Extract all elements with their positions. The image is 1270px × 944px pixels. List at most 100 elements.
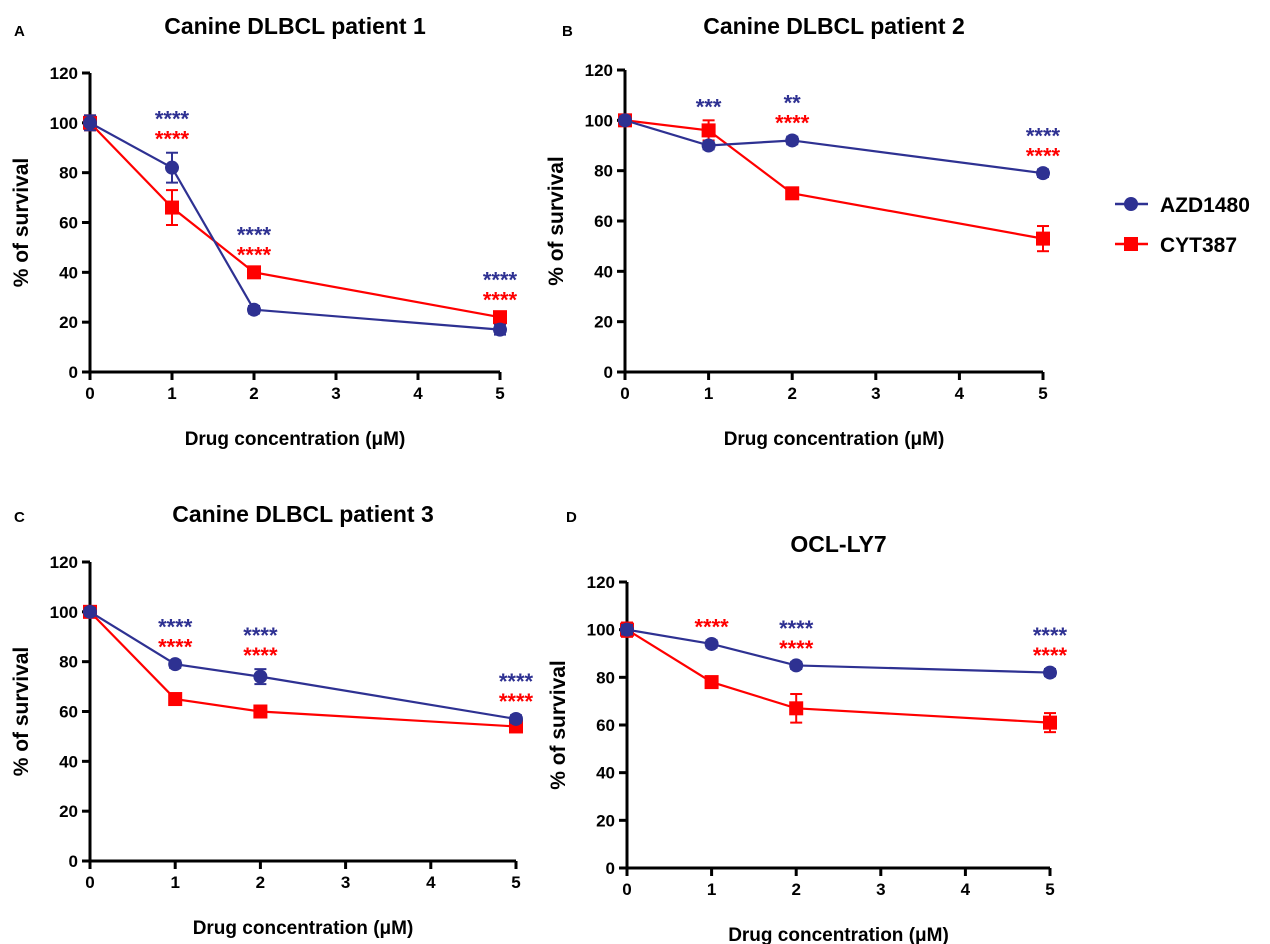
panel-c: C Canine DLBCL patient 3 0 20 40 60 80 100 120 0 1…	[10, 501, 534, 939]
x-tick-label: 5	[1045, 880, 1054, 899]
x-axis-label: Drug concentration (μM)	[193, 918, 414, 939]
x-tick-label: 4	[955, 384, 965, 403]
data-point	[253, 704, 268, 719]
significance-label: ****	[1026, 143, 1061, 168]
x-tick-label: 5	[495, 384, 504, 403]
panel-letter: A	[14, 23, 25, 40]
x-tick-label: 0	[620, 384, 629, 403]
y-tick-label: 40	[596, 764, 615, 783]
data-point	[165, 200, 179, 215]
y-tick-label: 100	[587, 621, 615, 640]
data-point	[620, 622, 634, 637]
chart-title: Canine DLBCL patient 3	[172, 501, 434, 527]
data-point	[165, 160, 179, 175]
y-tick-label: 80	[59, 164, 78, 183]
series-line	[626, 628, 1051, 724]
legend: AZD1480 CYT387	[1115, 194, 1250, 257]
significance-label: ****	[158, 634, 193, 659]
panel-a: A Canine DLBCL patient 1 0 20 40 60 80 100 120 0 1…	[10, 13, 518, 450]
data-point	[785, 133, 800, 148]
y-tick-label: 40	[594, 262, 613, 281]
significance-label: ****	[779, 636, 814, 661]
x-tick-label: 5	[511, 873, 520, 892]
y-axis-label: % of survival	[547, 660, 570, 790]
x-tick-label: 5	[1038, 384, 1047, 403]
y-tick-label: 0	[606, 859, 615, 878]
y-axis-label: % of survival	[10, 158, 33, 288]
panel-letter: D	[566, 509, 577, 526]
y-tick-label: 80	[596, 668, 615, 687]
significance-label: ****	[155, 127, 190, 152]
y-tick-label: 20	[59, 802, 78, 821]
data-point	[704, 636, 719, 651]
x-tick-label: 4	[961, 880, 971, 899]
panel-b: B Canine DLBCL patient 2 0 20 40 60 80 100 120 0 1…	[545, 13, 1061, 450]
data-point	[83, 115, 97, 130]
significance-label: ****	[1026, 123, 1061, 148]
x-tick-label: 2	[787, 384, 796, 403]
series-cyt387	[83, 114, 507, 325]
panel-letter: C	[14, 509, 25, 526]
data-point	[253, 669, 268, 684]
x-tick-label: 0	[622, 880, 631, 899]
y-tick-label: 40	[59, 263, 78, 282]
significance-label: ****	[237, 223, 272, 248]
data-point	[168, 692, 183, 707]
y-tick-label: 20	[596, 811, 615, 830]
significance-label: **	[784, 91, 802, 116]
data-point	[701, 123, 716, 138]
significance-label: ****	[1033, 623, 1068, 648]
y-tick-label: 80	[594, 162, 613, 181]
significance-label: ***	[696, 94, 722, 119]
y-tick-label: 100	[50, 603, 78, 622]
data-point	[247, 265, 261, 280]
x-tick-label: 4	[413, 384, 423, 403]
series-azd1480	[620, 622, 1057, 680]
panel-letter: B	[562, 23, 573, 40]
x-tick-label: 1	[704, 384, 713, 403]
y-axis-label: % of survival	[545, 156, 568, 286]
significance-label: ****	[155, 107, 190, 132]
series-line	[89, 122, 501, 319]
y-tick-label: 120	[50, 553, 78, 572]
series-line	[626, 628, 1051, 674]
data-point	[247, 302, 261, 317]
y-tick-label: 0	[69, 852, 78, 871]
data-point	[493, 322, 507, 337]
x-tick-label: 3	[331, 384, 340, 403]
y-tick-label: 0	[604, 363, 613, 382]
significance-label: ****	[1033, 643, 1068, 668]
significance-label: ****	[694, 614, 729, 639]
data-point	[509, 711, 523, 726]
chart-title: OCL-LY7	[790, 531, 886, 557]
y-tick-label: 40	[59, 752, 78, 771]
data-point	[618, 113, 632, 128]
y-tick-label: 60	[596, 716, 615, 735]
x-tick-label: 3	[341, 873, 350, 892]
x-tick-label: 2	[791, 880, 800, 899]
series-azd1480	[83, 604, 523, 726]
data-point	[83, 604, 97, 619]
series-azd1480	[618, 113, 1050, 181]
x-tick-label: 3	[871, 384, 880, 403]
significance-label: ****	[499, 689, 534, 714]
series-line	[89, 611, 517, 728]
x-tick-label: 2	[249, 384, 258, 403]
data-point	[1036, 231, 1050, 246]
series-cyt387	[618, 113, 1050, 253]
data-point	[1036, 166, 1050, 181]
x-axis-label: Drug concentration (μM)	[724, 429, 945, 450]
data-point	[704, 675, 719, 690]
x-tick-label: 0	[85, 873, 94, 892]
legend-marker	[1124, 197, 1138, 211]
y-tick-label: 60	[59, 214, 78, 233]
y-tick-label: 0	[69, 363, 78, 382]
x-tick-label: 3	[876, 880, 885, 899]
chart-title: Canine DLBCL patient 2	[703, 13, 965, 39]
y-tick-label: 100	[585, 111, 613, 130]
x-tick-label: 4	[426, 873, 436, 892]
y-tick-label: 60	[594, 212, 613, 231]
y-tick-label: 60	[59, 703, 78, 722]
significance-label: ****	[237, 243, 272, 268]
